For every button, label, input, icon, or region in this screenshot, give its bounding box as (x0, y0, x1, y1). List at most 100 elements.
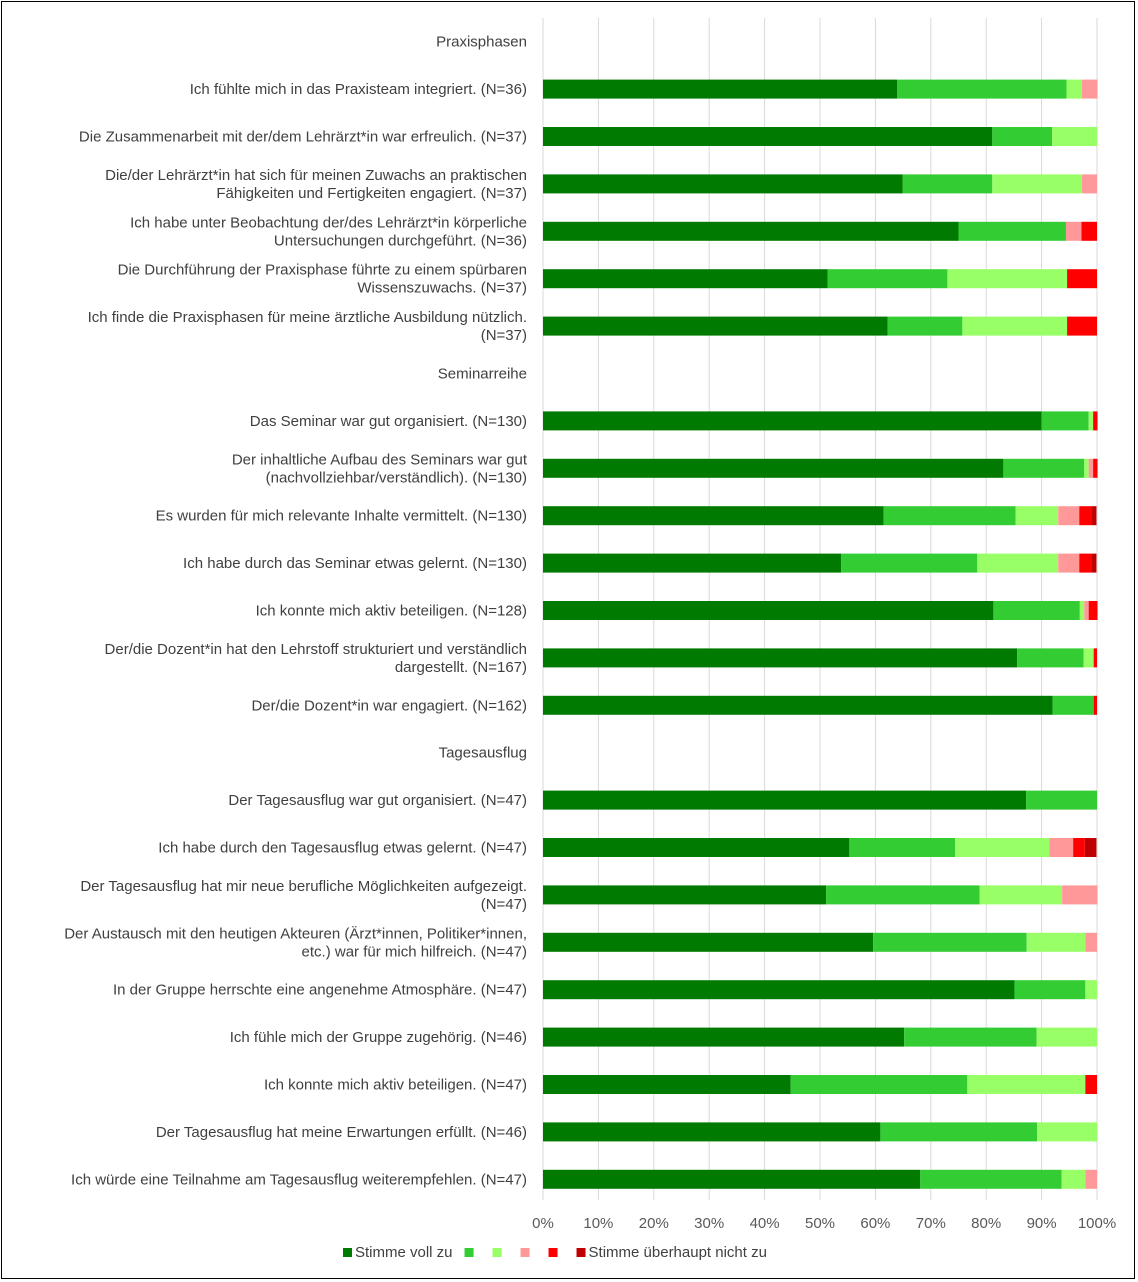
x-tick-label: 40% (750, 1215, 780, 1232)
bar-segment (1085, 932, 1097, 952)
category-label: Fähigkeiten und Fertigkeiten engagiert. … (216, 185, 527, 202)
category-label: Ich habe durch den Tagesausflug etwas ge… (158, 840, 527, 857)
x-tick-label: 50% (805, 1215, 835, 1232)
bar-segment (1066, 79, 1083, 99)
bar-segment (543, 648, 1018, 668)
bar-segment (993, 601, 1080, 620)
category-label: Ich fühle mich der Gruppe zugehörig. (N=… (230, 1029, 527, 1046)
category-label: Der/die Dozent*in hat den Lehrstoff stru… (105, 641, 527, 658)
legend-swatch (520, 1248, 530, 1257)
bar-segment (543, 695, 1053, 715)
bar-segment (1026, 790, 1097, 810)
section-label: Seminarreihe (438, 366, 527, 383)
bar-segment (1036, 1027, 1097, 1047)
bar-segment (1061, 1169, 1086, 1189)
legend: Stimme voll zu Stimme überhaupt nicht zu (343, 1244, 767, 1261)
bar-segment (1079, 601, 1085, 620)
x-tick-label: 0% (532, 1215, 554, 1232)
x-tick-label: 70% (916, 1215, 946, 1232)
bar-segment (543, 1122, 881, 1142)
bar-segment (1093, 411, 1098, 431)
category-label: Der Tagesausflug war gut organisiert. (N… (228, 792, 527, 809)
category-label: Der Tagesausflug hat meine Erwartungen e… (156, 1124, 527, 1141)
category-label: Ich würde eine Teilnahme am Tagesausflug… (71, 1171, 527, 1188)
category-label: Die/der Lehrärzt*in hat sich für meinen … (105, 167, 527, 184)
bar-segment (1088, 411, 1094, 431)
bar-segment (1084, 458, 1089, 478)
bar-segment (1052, 127, 1097, 146)
bar-segment (790, 1075, 968, 1094)
bar-segment (967, 1075, 1086, 1094)
legend-swatch (548, 1248, 558, 1257)
category-label: Untersuchungen durchgeführt. (N=36) (274, 232, 527, 249)
bar-segment (992, 127, 1053, 146)
bar-segment (958, 221, 1066, 241)
bar-segment (1085, 1075, 1097, 1094)
bar-segment (1083, 648, 1094, 668)
x-tick-label: 100% (1078, 1215, 1116, 1232)
category-label: Ich konnte mich aktiv beteiligen. (N=128… (256, 603, 527, 620)
bar-segment (1058, 506, 1080, 526)
category-label: Der Tagesausflug hat mir neue berufliche… (80, 878, 527, 895)
bar-segment (1093, 695, 1097, 715)
bar-segment (1084, 838, 1097, 857)
bar-segment (543, 838, 850, 857)
legend-label: Stimme voll zu (355, 1244, 453, 1261)
bar-segment (1065, 221, 1082, 241)
legend-swatch (492, 1248, 502, 1257)
bar-segment (992, 174, 1083, 194)
x-tick-label: 30% (694, 1215, 724, 1232)
bar-segment (543, 980, 1015, 1000)
bar-segment (1014, 980, 1086, 1000)
bar-segment (1073, 838, 1085, 857)
bar-segment (1079, 506, 1093, 526)
row-labels: Praxisphasen Ich fühlte mich in das Praxi… (64, 34, 528, 1189)
x-tick-label: 10% (583, 1215, 613, 1232)
bar-segment (1079, 553, 1093, 573)
x-axis-ticks: 0% 10% 20% 30% 40% 50% 60% 70% 80% 90% 100% (532, 1215, 1116, 1232)
bar-segment (1067, 316, 1097, 336)
bar-segment (543, 790, 1027, 810)
category-label: Die Zusammenarbeit mit der/dem Lehrärzt*… (79, 129, 527, 146)
bar-segment (543, 411, 1042, 431)
bar-segment (1082, 79, 1098, 99)
bar-segment (1082, 174, 1097, 194)
legend-label: Stimme überhaupt nicht zu (589, 1244, 767, 1261)
category-label: (N=47) (481, 896, 527, 913)
legend-swatch (464, 1248, 474, 1257)
legend-swatch (343, 1248, 352, 1257)
bar-segment (1085, 1169, 1097, 1189)
bar-segment (962, 316, 1068, 336)
bar-segment (543, 79, 898, 99)
category-label: Ich finde die Praxisphasen für meine ärz… (88, 309, 527, 326)
category-label: Ich habe unter Beobachtung der/des Lehrä… (130, 214, 527, 231)
category-label: Ich fühlte mich in das Praxisteam integr… (190, 81, 527, 98)
category-label: In der Gruppe herrschte eine angenehme A… (113, 982, 527, 999)
bar-segment (947, 269, 1068, 289)
bar-segment (1049, 838, 1074, 857)
bar-segment (920, 1169, 1062, 1189)
bar-segment (543, 553, 842, 573)
bar-segment (897, 79, 1067, 99)
bar-segment (979, 885, 1063, 905)
category-label: dargestellt. (N=167) (395, 659, 527, 676)
category-label: Der/die Dozent*in war engagiert. (N=162) (251, 697, 527, 714)
bar-segment (1015, 506, 1059, 526)
bar-segment (1067, 269, 1097, 289)
category-label: (N=37) (481, 327, 527, 344)
bar-segment (1093, 458, 1098, 478)
category-label: Der Austausch mit den heutigen Akteuren … (64, 925, 527, 942)
bar-segment (1088, 601, 1098, 620)
bar-segment (543, 127, 993, 146)
section-label: Tagesausflug (439, 745, 527, 762)
bar-segment (955, 838, 1050, 857)
bar-segment (543, 885, 827, 905)
bar-segment (543, 1075, 791, 1094)
category-label: Der inhaltliche Aufbau des Seminars war … (232, 451, 528, 468)
bar-segment (543, 221, 959, 241)
bars (543, 79, 1098, 1189)
bar-segment (1041, 411, 1089, 431)
bar-segment (1052, 695, 1094, 715)
bar-segment (543, 316, 888, 336)
